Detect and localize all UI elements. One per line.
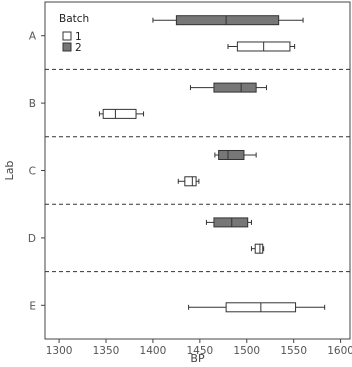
- box-lab-D-batch-2: [205, 217, 252, 228]
- legend-swatch-1: [62, 31, 72, 41]
- box-iqr: [184, 176, 197, 187]
- box-iqr: [213, 82, 257, 93]
- box-iqr: [254, 243, 264, 254]
- box-iqr: [175, 15, 280, 26]
- lab-separators: [45, 68, 350, 273]
- y-tick-label: E: [29, 300, 36, 312]
- box-lab-A-batch-1: [227, 41, 296, 52]
- y-tick-label: A: [29, 31, 37, 43]
- x-tick-label: 1550: [280, 345, 307, 357]
- x-tick-label: 1500: [233, 345, 260, 357]
- legend-swatch-2: [62, 42, 72, 52]
- box-lab-D-batch-1: [250, 243, 265, 254]
- x-axis-title: BP: [190, 352, 205, 365]
- legend-label-2: 2: [75, 42, 82, 54]
- x-axis: 1300 1350 1400 1450 1500 1550 1600: [46, 339, 352, 357]
- box-lab-C-batch-2: [214, 149, 257, 160]
- legend-label-1: 1: [75, 31, 82, 43]
- legend: Batch 12: [59, 13, 89, 54]
- box-lab-E-batch-1: [188, 302, 326, 313]
- x-tick-label: 1450: [186, 345, 213, 357]
- box-iqr: [102, 108, 137, 119]
- box-lab-B-batch-2: [189, 82, 267, 93]
- box-iqr: [218, 149, 245, 160]
- box-lab-C-batch-1: [177, 176, 200, 187]
- y-axis-title: Lab: [3, 161, 16, 181]
- box-lab-A-batch-2: [152, 15, 304, 26]
- x-tick-label: 1350: [93, 345, 120, 357]
- y-tick-label: B: [29, 98, 36, 110]
- plot-frame: [44, 1, 351, 340]
- x-tick-label: 1400: [140, 345, 167, 357]
- x-tick-label: 1300: [46, 345, 73, 357]
- y-axis: A B C D E: [28, 31, 45, 312]
- box-iqr: [213, 217, 249, 228]
- y-tick-label: D: [28, 233, 36, 245]
- box-lab-B-batch-1: [98, 108, 145, 119]
- x-tick-label: 1600: [327, 345, 352, 357]
- legend-title: Batch: [59, 13, 89, 25]
- y-tick-label: C: [29, 166, 36, 178]
- box-series: [98, 15, 326, 313]
